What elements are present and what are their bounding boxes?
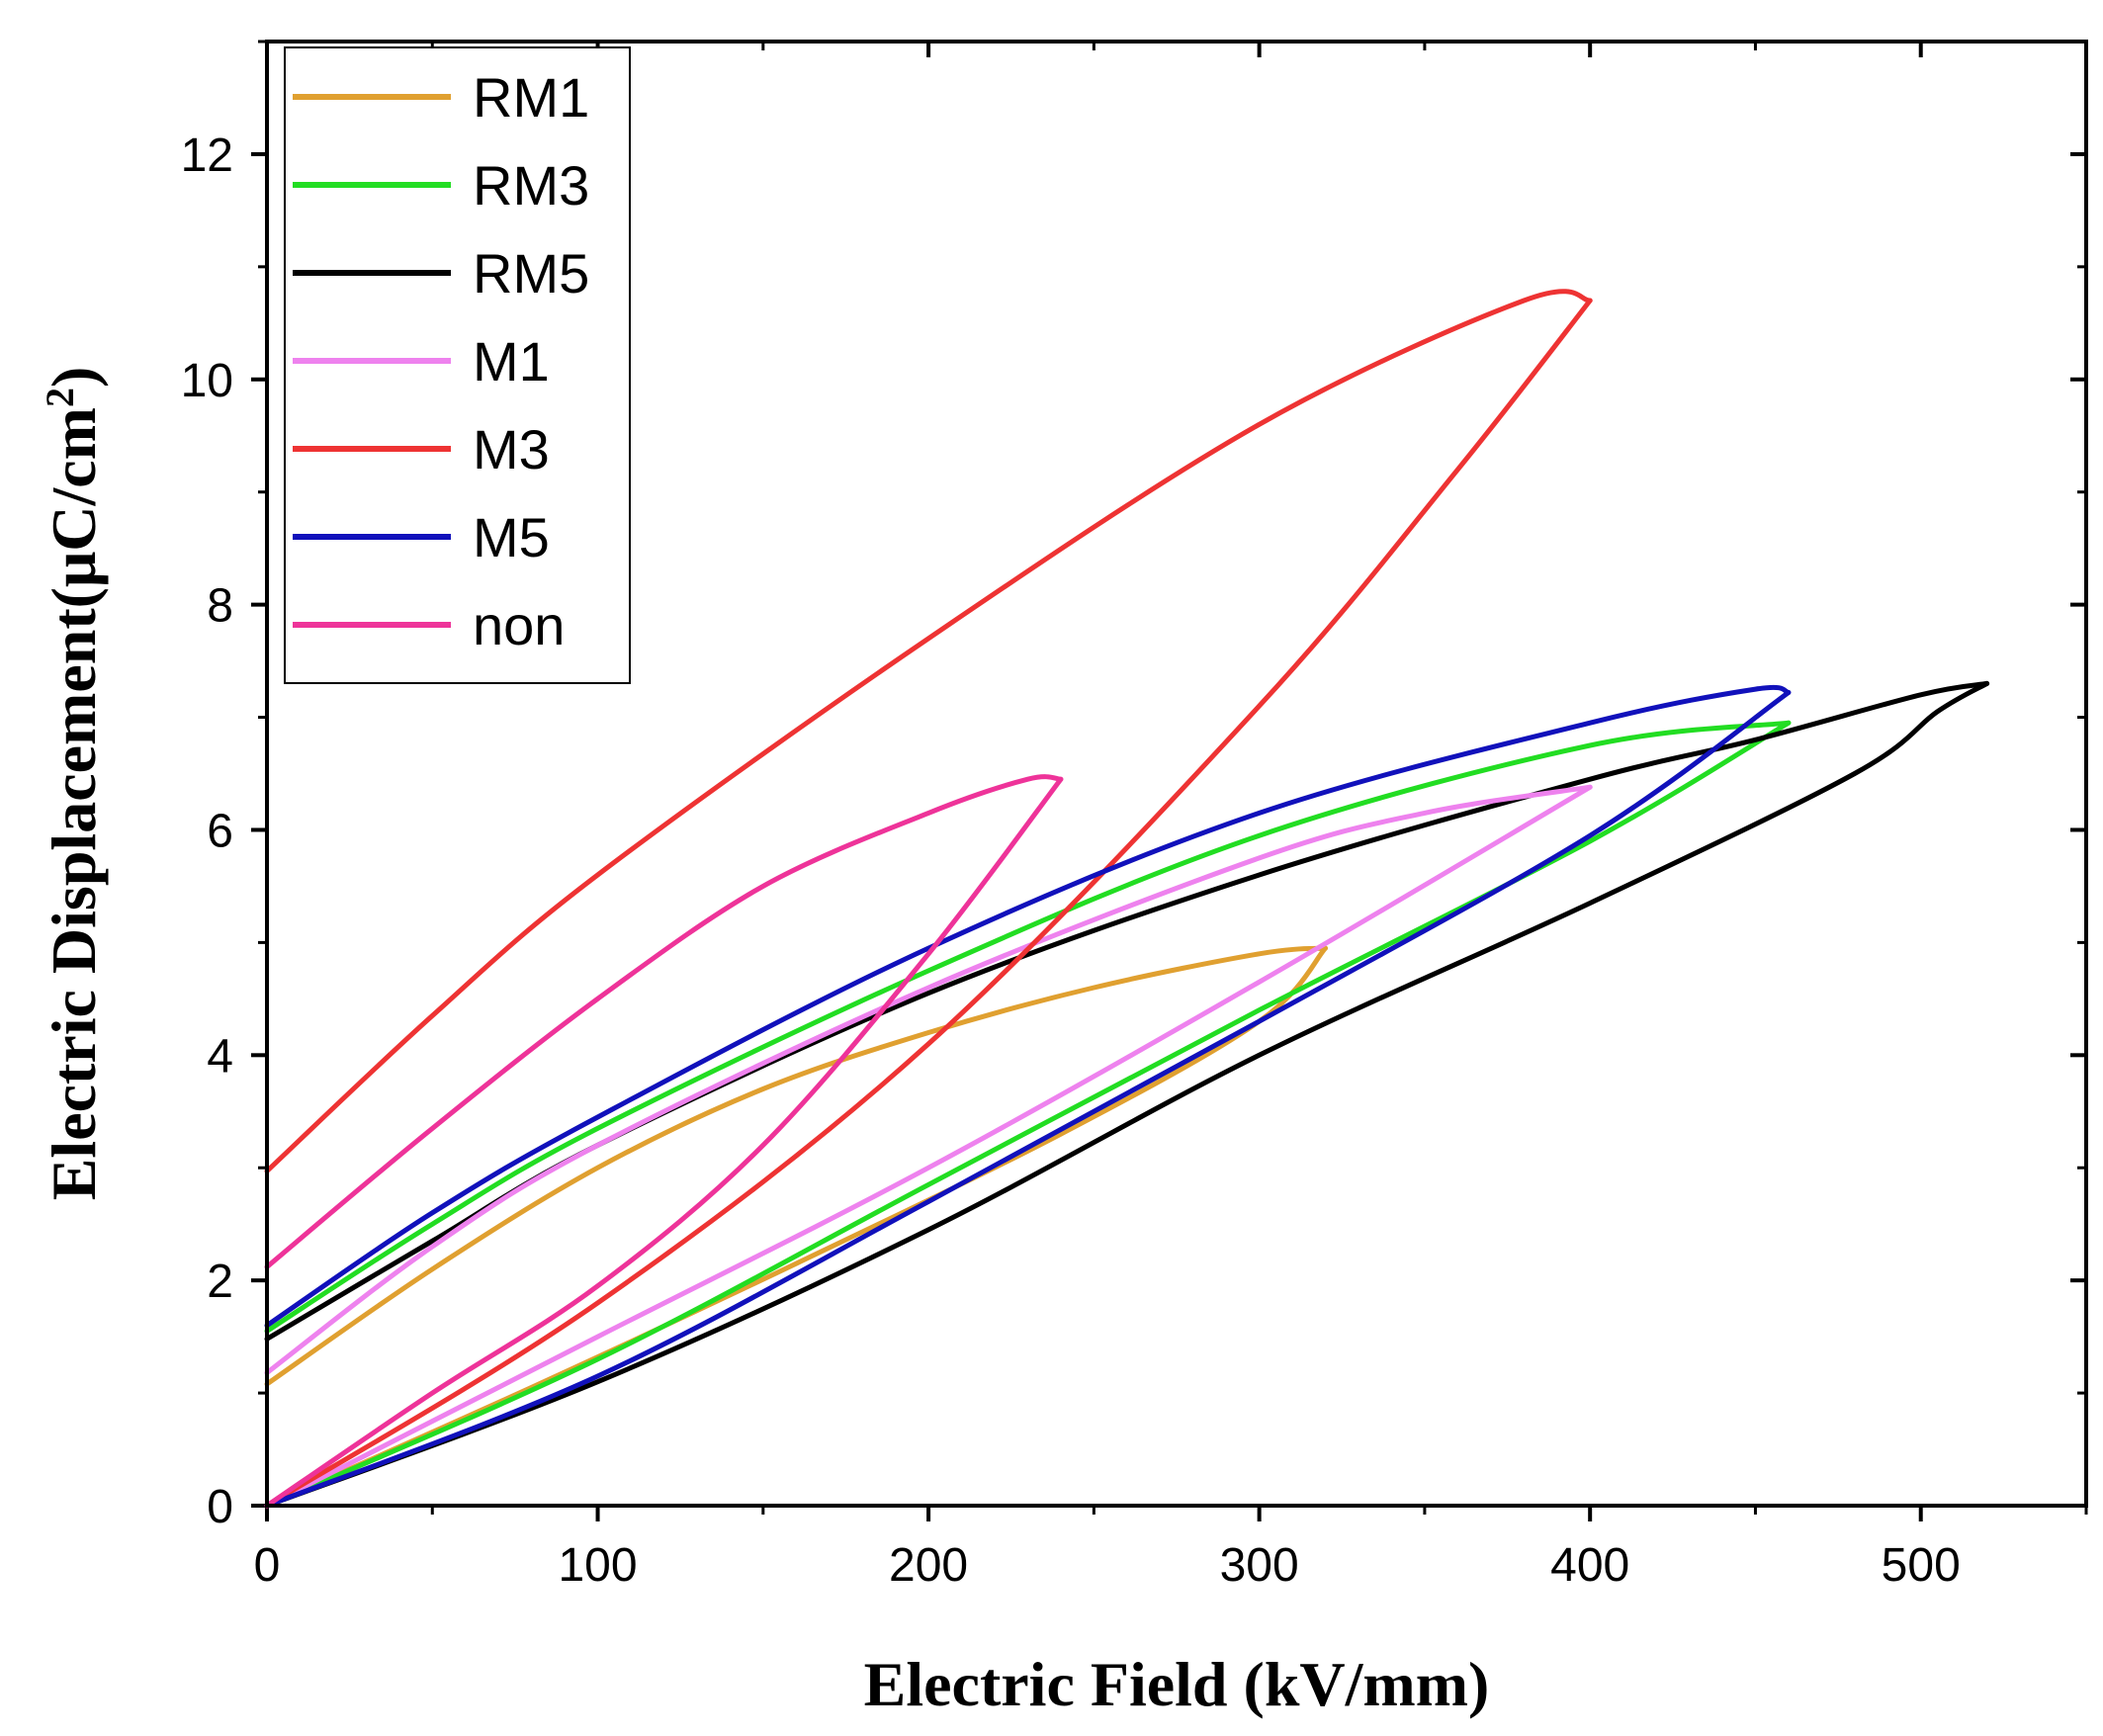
series-m5	[264, 684, 1792, 1509]
legend-box	[284, 46, 631, 684]
series-m1-discharging-branch	[264, 784, 1593, 1376]
series-m5-charging-branch	[264, 690, 1792, 1509]
y-tick-label: 10	[181, 355, 233, 407]
legend: RM1 RM3 RM5 M1 M3 M5 non	[284, 46, 631, 684]
legend-item-non: non	[293, 594, 565, 656]
legend-item-rm5: RM5	[293, 242, 589, 304]
series-m1-charging-branch	[264, 784, 1593, 1509]
legend-item-rm1: RM1	[293, 66, 589, 129]
y-axis-title-superscript: 2	[38, 388, 82, 407]
series-m3-discharging-branch	[264, 289, 1593, 1174]
axis-ticks: 0 100 200 300 400 500 0 2 4 6 8 10 12	[181, 40, 2088, 1592]
series-rm1-discharging-branch	[264, 945, 1328, 1387]
y-tick-label: 12	[181, 130, 233, 182]
series-non	[264, 774, 1064, 1509]
y-axis-title-main: Electric Displacement(μC/cm	[39, 407, 109, 1200]
series-m3	[264, 289, 1593, 1509]
series-non-charging-branch	[264, 776, 1064, 1509]
plot-frame	[265, 40, 2088, 1508]
series-rm3-discharging-branch	[264, 720, 1792, 1334]
x-tick-label: 0	[254, 1539, 281, 1592]
x-tick-label: 200	[889, 1539, 968, 1592]
x-tick-label: 300	[1220, 1539, 1299, 1592]
y-tick-label: 8	[207, 580, 233, 633]
series-non-discharging-branch	[264, 774, 1064, 1269]
legend-item-m1: M1	[293, 330, 550, 392]
legend-label: M5	[473, 506, 550, 568]
x-tick-label: 400	[1550, 1539, 1629, 1592]
legend-item-m3: M3	[293, 418, 550, 480]
x-tick-label: 100	[558, 1539, 637, 1592]
series-m1	[264, 784, 1593, 1509]
legend-item-rm3: RM3	[293, 154, 589, 217]
legend-label: RM5	[473, 242, 589, 304]
legend-label: M1	[473, 330, 550, 392]
y-tick-label: 0	[207, 1481, 233, 1533]
series-rm3	[264, 720, 1792, 1509]
series-m5-discharging-branch	[264, 684, 1792, 1329]
legend-label: RM3	[473, 154, 589, 217]
x-tick-label: 500	[1882, 1539, 1961, 1592]
y-axis-title: Electric Displacement(μC/cm2)	[38, 367, 110, 1201]
x-axis-title: Electric Field (kV/mm)	[864, 1649, 1490, 1719]
series-rm5-charging-branch	[264, 680, 1990, 1509]
series-m3-charging-branch	[264, 298, 1593, 1509]
y-tick-label: 6	[207, 805, 233, 857]
legend-label: RM1	[473, 66, 589, 129]
legend-label: M3	[473, 418, 550, 480]
y-axis-title-close: )	[39, 367, 109, 388]
legend-label: non	[473, 594, 565, 656]
legend-item-m5: M5	[293, 506, 550, 568]
plot-series	[264, 289, 1990, 1509]
series-rm3-charging-branch	[264, 720, 1792, 1509]
y-tick-label: 2	[207, 1256, 233, 1308]
y-tick-label: 4	[207, 1030, 233, 1083]
